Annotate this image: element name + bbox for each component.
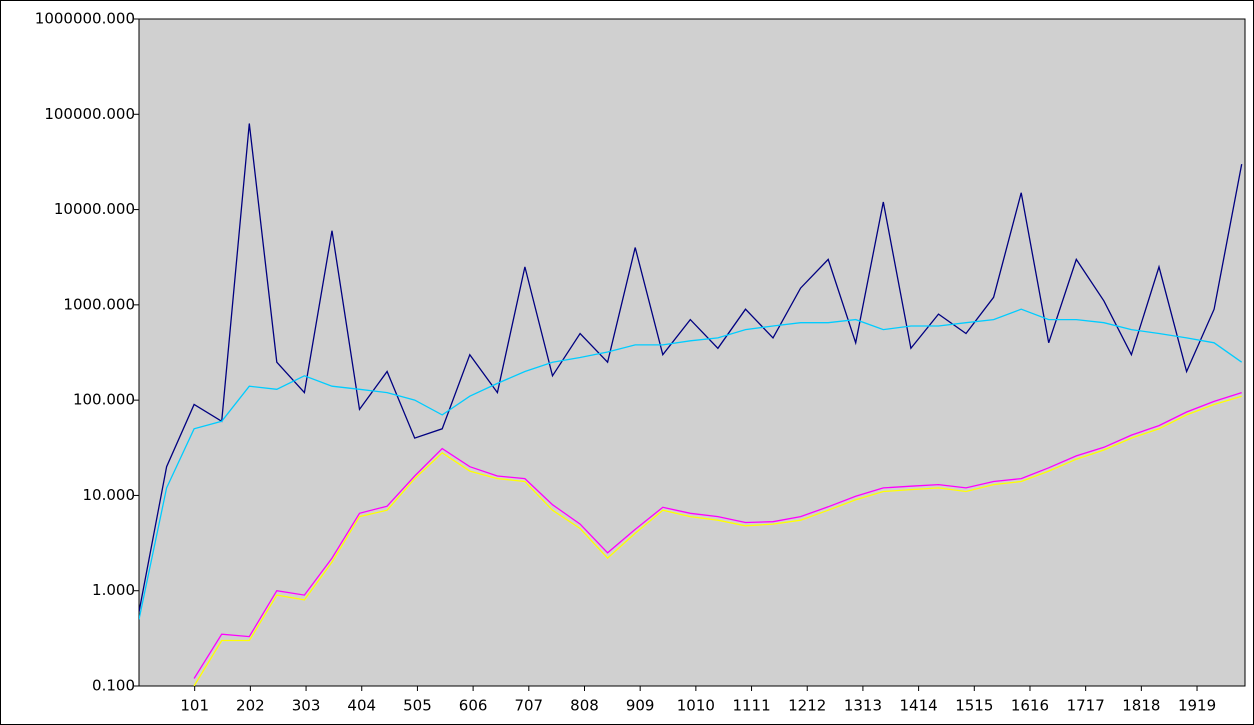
x-tick-label: 202 bbox=[236, 697, 265, 715]
y-tick-label: 1000.000 bbox=[63, 295, 135, 313]
series-line bbox=[139, 123, 1243, 613]
x-tick-label: 1313 bbox=[844, 697, 882, 715]
x-tick-label: 1414 bbox=[900, 697, 938, 715]
x-tick-label: 505 bbox=[403, 697, 432, 715]
x-tick-label: 1919 bbox=[1178, 697, 1216, 715]
y-tick-label: 100.000 bbox=[73, 391, 135, 409]
x-tick-label: 1010 bbox=[677, 697, 715, 715]
x-tick-label: 1818 bbox=[1122, 697, 1160, 715]
x-tick-label: 909 bbox=[626, 697, 655, 715]
x-tick-label: 1616 bbox=[1011, 697, 1049, 715]
y-tick-label: 1000000.000 bbox=[35, 10, 135, 28]
y-tick-label: 100000.000 bbox=[44, 105, 135, 123]
x-tick-label: 404 bbox=[347, 697, 376, 715]
x-tick-label: 808 bbox=[570, 697, 599, 715]
series-line bbox=[193, 391, 1242, 679]
series-line bbox=[193, 395, 1242, 686]
y-tick-label: 10.000 bbox=[83, 486, 136, 504]
x-tick-label: 1717 bbox=[1067, 697, 1105, 715]
x-tick-label: 1111 bbox=[732, 697, 770, 715]
series-line bbox=[139, 308, 1243, 620]
x-tick-label: 707 bbox=[514, 697, 543, 715]
y-tick-label: 10000.000 bbox=[54, 200, 135, 218]
y-tick-label: 1.000 bbox=[92, 581, 135, 599]
x-tick-label: 606 bbox=[459, 697, 488, 715]
x-tick-label: 1515 bbox=[955, 697, 993, 715]
x-tick-label: 303 bbox=[292, 697, 321, 715]
plot-area bbox=[138, 18, 1246, 687]
x-tick-label: 1212 bbox=[788, 697, 826, 715]
y-tick-label: 0.100 bbox=[92, 677, 135, 695]
x-tick-label: 101 bbox=[180, 697, 209, 715]
